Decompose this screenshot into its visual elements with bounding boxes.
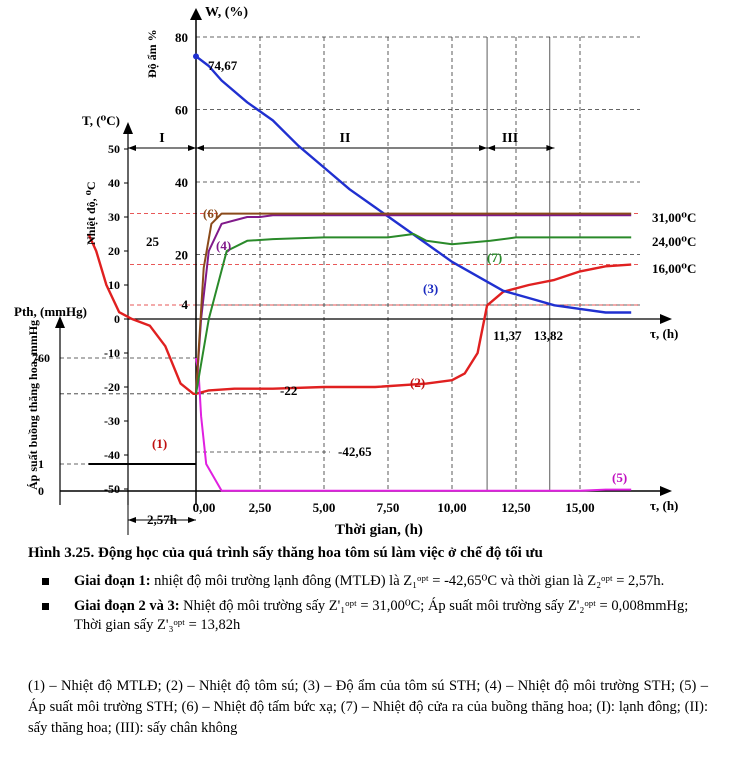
chart-labels: 0,00 2,50 5,00 7,50 10,00 12,50 15,00806040204… [14, 5, 696, 538]
marker-label-2: 13,82 [534, 328, 563, 343]
t-axis-arrow-icon [123, 122, 133, 134]
p-axis-arrow-icon [55, 316, 65, 328]
phase-i-arrow-right-icon [188, 145, 196, 151]
phase-label-iii: III [502, 131, 518, 146]
annotation-74-67: 74,67 [208, 58, 238, 73]
bullet-list: Giai đoạn 1: nhiệt độ môi trường lạnh đô… [36, 572, 706, 641]
series-label-7: (7) [487, 250, 502, 265]
series-label-4: (4) [216, 238, 231, 253]
bullet-stage-1-title: Giai đoạn 1: [74, 573, 151, 589]
tau-axis-upper-arrow-icon [660, 314, 672, 324]
bullet-stage-1-text: nhiệt độ môi trường lạnh đông (MTLĐ) là … [150, 573, 665, 589]
tau-axis-lower-arrow-icon [660, 486, 672, 496]
bullet-stage-2-3-title: Giai đoạn 2 và 3: [74, 598, 180, 614]
t-tick-label: -30 [104, 414, 120, 428]
w-axis-arrow-icon [190, 8, 202, 20]
t-tick-label: -40 [104, 448, 120, 462]
series-line-6 [195, 212, 632, 394]
legend-note: (1) – Nhiệt độ MTLĐ; (2) – Nhiệt độ tôm … [28, 678, 708, 736]
annotation-31: 31,00⁰C [652, 210, 696, 225]
duration-arrow-left-icon [128, 517, 136, 523]
phase-iii-arrow-right-icon [546, 145, 555, 151]
chart: 0,00 2,50 5,00 7,50 10,00 12,50 15,00806040204… [14, 5, 696, 538]
phase-label-i: I [159, 131, 164, 146]
series-label-3: (3) [423, 281, 438, 296]
series-label-5: (5) [612, 470, 627, 485]
phase-label-ii: II [340, 131, 351, 146]
x-tick-label: 5,00 [313, 500, 336, 515]
w-axis-side-label: Độ ẩm % [145, 29, 159, 78]
duration-label: 2,57h [147, 512, 178, 527]
x-tick-label: 0,00 [193, 500, 216, 515]
x-tick-label: 7,50 [377, 500, 400, 515]
series-line-3 [195, 55, 632, 314]
annotation-16: 16,00⁰C [652, 261, 696, 276]
annotation-25: 25 [146, 234, 160, 249]
p-axis-side-label: Áp suất buồng thăng hoa, mmHg [26, 320, 40, 490]
figure-caption: Hình 3.25. Động học của quá trình sấy th… [28, 545, 543, 561]
t-tick-label: -10 [104, 346, 120, 360]
phase-ii-arrow-left-icon [196, 145, 204, 151]
w-axis-title: W, (%) [205, 5, 248, 20]
chart-grid [60, 36, 640, 491]
p-tick-label-1: 1 [38, 457, 44, 471]
t-tick-label: 50 [108, 142, 120, 156]
w-tick-label: 60 [175, 103, 188, 118]
series-label-1: (1) [152, 436, 167, 451]
annotation-minus42-65: -42,65 [338, 444, 372, 459]
x-tick-label: 12,50 [501, 500, 530, 515]
x-tick-label: 15,00 [565, 500, 594, 515]
p-tick-label-0: 0 [38, 484, 44, 498]
w-tick-label: 4 [182, 297, 189, 312]
t-axis-side-label: Nhiệt độ, ⁰C [84, 181, 98, 245]
chart-series [87, 55, 632, 492]
x-tick-label: 10,00 [437, 500, 466, 515]
marker-label-1: 11,37 [493, 328, 522, 343]
x-axis-title: Thời gian, (h) [335, 522, 423, 538]
t-tick-label: 20 [108, 244, 120, 258]
t-tick-label: 10 [108, 278, 120, 292]
annotation-24: 24,00⁰C [652, 234, 696, 249]
series-line-7 [195, 233, 632, 394]
series-label-2: (2) [410, 375, 425, 390]
p-axis-title: Pth, (mmHg) [14, 304, 87, 319]
x-tick-label: 2,50 [249, 500, 272, 515]
t-tick-label: -50 [104, 482, 120, 496]
phase-ii-arrow-right-icon [479, 145, 488, 151]
annotation-74-67-point [193, 53, 199, 60]
t-tick-label: 0 [114, 312, 120, 326]
t-tick-label: 40 [108, 176, 120, 190]
t-tick-label: -20 [104, 380, 120, 394]
series-line-4 [195, 214, 632, 394]
tau-axis-label-lower: τ, (h) [650, 498, 678, 513]
duration-arrow-right-icon [188, 517, 196, 523]
t-axis-title: T, (⁰C) [82, 113, 120, 128]
bullet-stage-2-3: Giai đoạn 2 và 3: Nhiệt độ môi trường sấ… [36, 597, 706, 635]
w-tick-label: 80 [175, 30, 188, 45]
phase-iii-arrow-left-icon [487, 145, 496, 151]
bullet-stage-2-3-text: Nhiệt độ môi trường sấy Z'₁ᵒᵖᵗ = 31,00⁰C… [74, 598, 689, 633]
series-line-2 [87, 233, 632, 395]
bullet-square-icon [42, 603, 49, 610]
phase-i-arrow-left-icon [128, 145, 136, 151]
series-label-6: (6) [203, 206, 218, 221]
series-line-5 [195, 357, 632, 492]
bullet-stage-1: Giai đoạn 1: nhiệt độ môi trường lạnh đô… [36, 572, 706, 591]
t-tick-label: 30 [108, 210, 120, 224]
p-tick-label-760: 760 [32, 351, 50, 365]
w-tick-label: 40 [175, 175, 188, 190]
bullet-square-icon [42, 578, 49, 585]
tau-axis-label-upper: τ, (h) [650, 326, 678, 341]
annotation-minus22: -22 [280, 383, 297, 398]
w-tick-label: 20 [175, 248, 188, 263]
